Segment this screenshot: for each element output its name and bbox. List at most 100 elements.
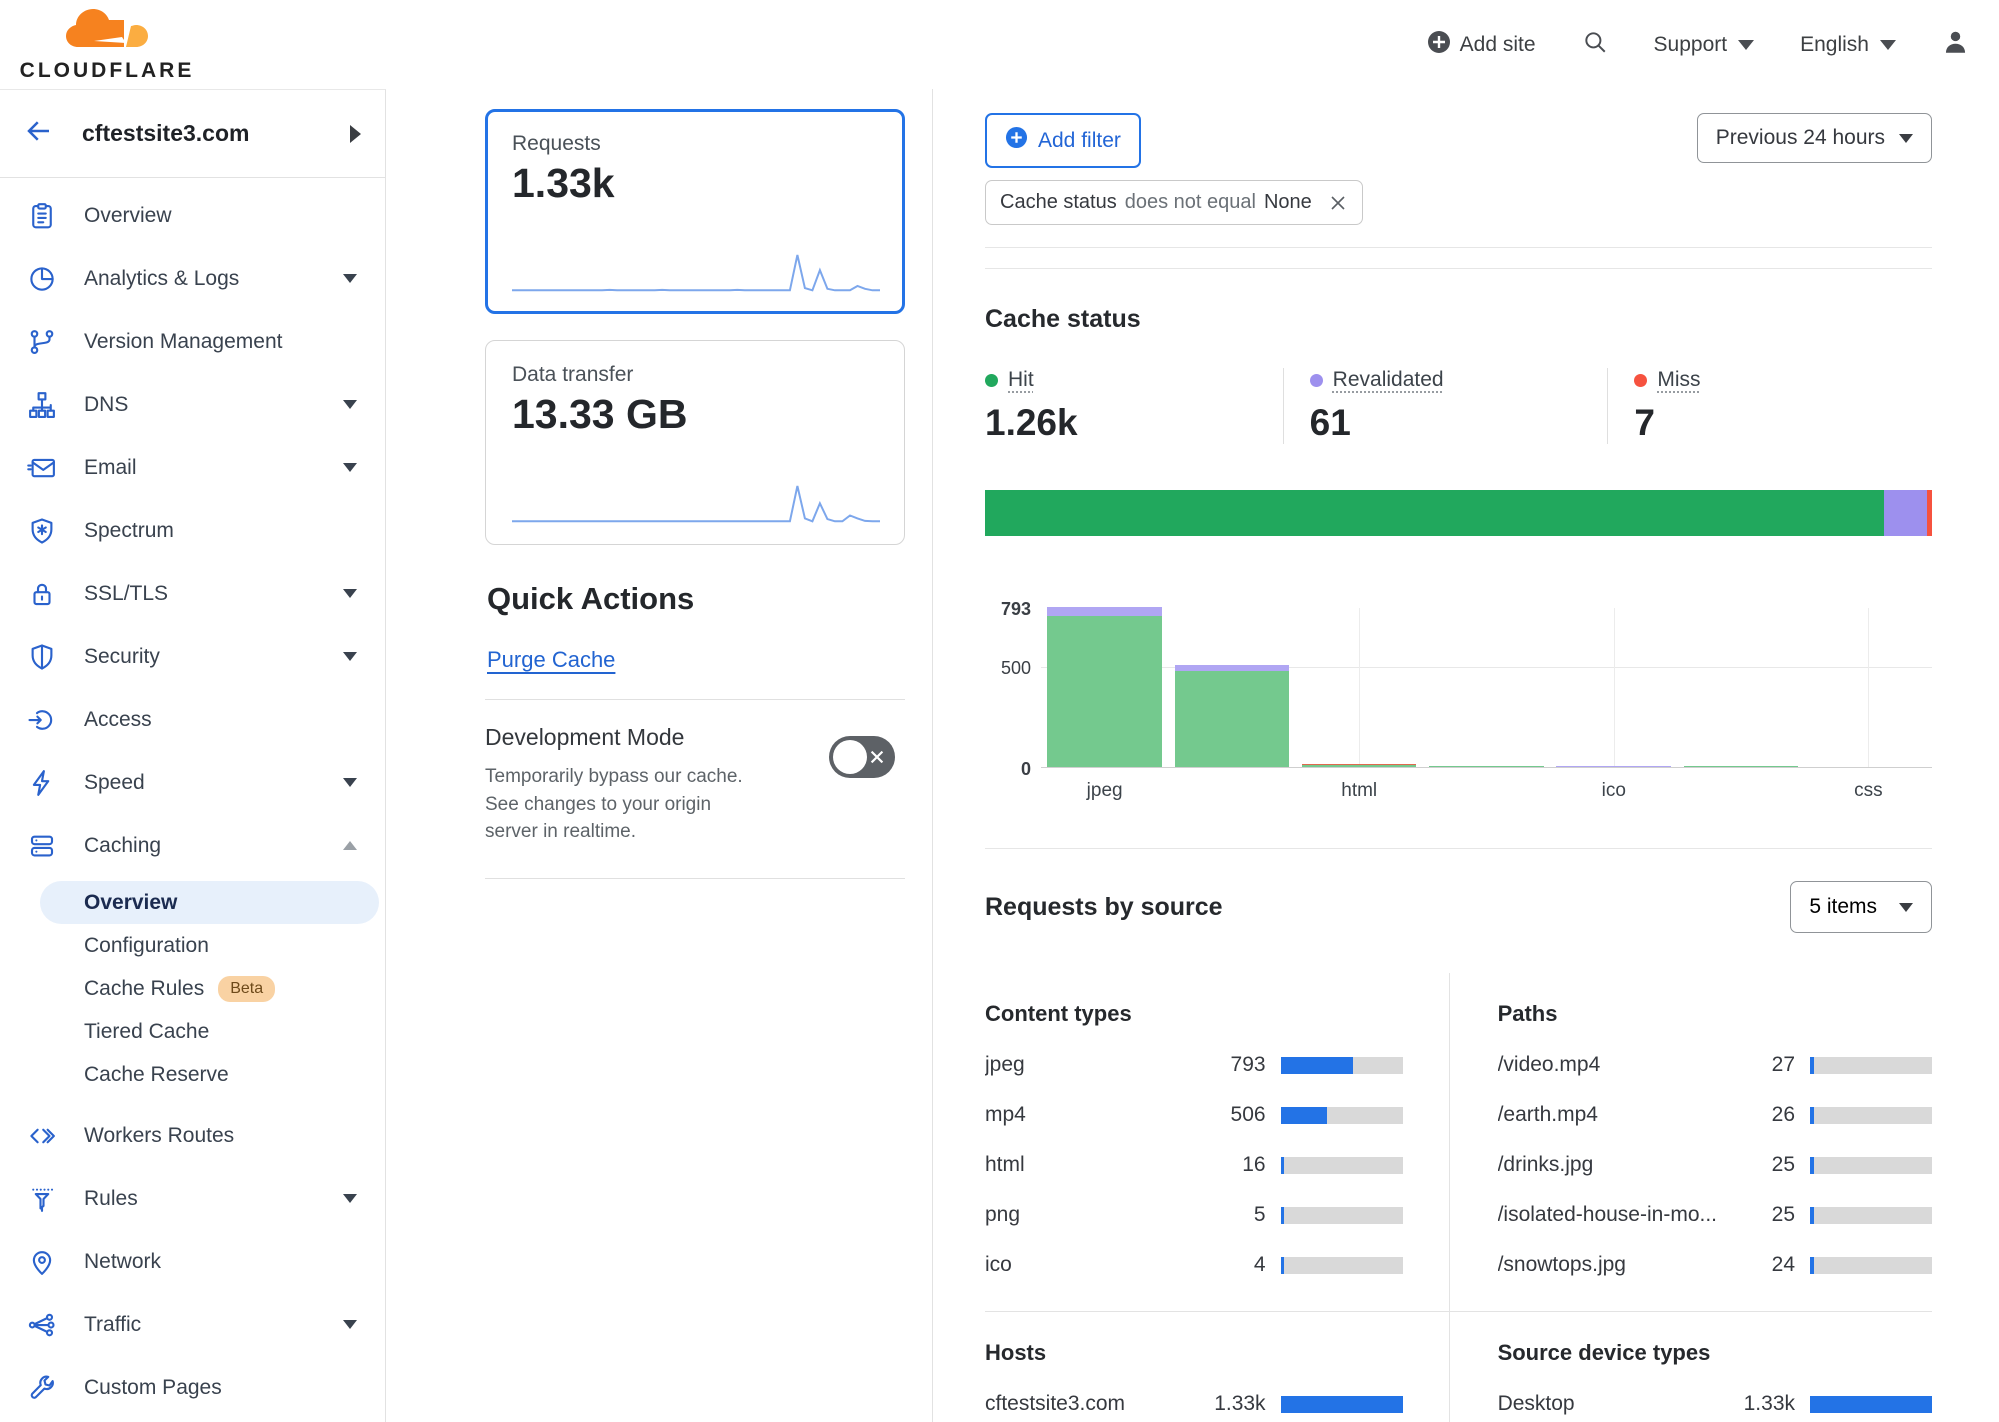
cloudflare-logo[interactable]: CLOUDFLARE [18,7,196,83]
row-bar-track [1810,1395,1932,1413]
chevron-right-icon[interactable] [350,124,361,143]
account-menu[interactable] [1942,28,1969,61]
user-icon [1942,28,1969,61]
miss-dot-icon [1634,373,1648,387]
clipboard-icon [27,201,57,231]
sidebar-item-label: Custom Pages [84,1375,222,1399]
stat-label[interactable]: Revalidated [1332,368,1444,391]
sidebar-item-workers-routes[interactable]: Workers Routes [0,1104,385,1167]
sidebar-item-ssl-tls[interactable]: SSL/TLS [0,562,385,625]
bar[interactable] [1683,765,1799,767]
bar-segment-revalidated [1047,607,1162,616]
gridline [1868,608,1870,767]
hosts-title: Hosts [985,1340,1047,1365]
search-button[interactable] [1582,29,1608,61]
sidebar-item-security[interactable]: Security [0,625,385,688]
development-mode-row: Development Mode Temporarily bypass our … [485,724,905,846]
language-menu[interactable]: English [1800,33,1896,57]
sidebar-item-speed[interactable]: Speed [0,751,385,814]
sidebar-item-label: Traffic [84,1312,142,1336]
sidebar-subitem-label: Tiered Cache [84,1019,210,1043]
requests-value: 1.33k [512,160,615,206]
hosts-panel: Hosts cftestsite3.com 1.33k [985,1311,1449,1422]
sidebar-item-network[interactable]: Network [0,1230,385,1293]
sidebar-item-dns[interactable]: DNS [0,373,385,436]
sidebar-item-spectrum[interactable]: Spectrum [0,499,385,562]
bar-chart-x-labels: jpeg html ico css [1041,780,1932,802]
pie-chart-icon [27,264,57,294]
row-bar-fill [1810,1206,1814,1224]
path-row: /snowtops.jpg 24 [1498,1253,1932,1277]
sidebar-item-label: Overview [84,203,172,227]
toggle-knob [833,740,867,774]
bar[interactable] [1174,664,1290,767]
requests-sparkline [512,251,880,297]
sidebar-subitem-configuration[interactable]: Configuration [0,924,385,967]
bar[interactable] [1556,765,1672,767]
sidebar-item-custom-pages[interactable]: Custom Pages [0,1356,385,1419]
sidebar-subitem-overview[interactable]: Overview [40,881,379,924]
sidebar-subitem-tiered-cache[interactable]: Tiered Cache [0,1010,385,1053]
development-mode-toggle[interactable] [829,736,895,778]
time-range-dropdown[interactable]: Previous 24 hours [1696,113,1932,163]
x-tick-ico: ico [1601,780,1626,801]
requests-metric-card[interactable]: Requests 1.33k [485,109,905,314]
chevron-down-icon [1738,39,1755,50]
row-bar-track [1810,1056,1932,1074]
paths-panel: Paths /video.mp4 27/earth.mp4 26/drinks.jp… [1448,973,1932,1311]
sidebar-item-rules[interactable]: Rules [0,1167,385,1230]
filter-chip[interactable]: Cache status does not equal None [985,180,1363,225]
divider [485,877,905,879]
data-transfer-metric-card[interactable]: Data transfer 13.33 GB [485,340,905,545]
filter-chip-value: None [1263,191,1312,213]
back-arrow-icon[interactable] [24,116,54,151]
device-row: Desktop 1.33k [1498,1392,1932,1416]
search-icon [1582,29,1608,61]
sidebar-item-caching[interactable]: Caching [0,814,385,877]
chevron-up-icon [343,841,357,850]
sidebar-item-overview[interactable]: Overview [0,184,385,247]
items-count-dropdown[interactable]: 5 items [1790,881,1932,933]
row-label: /isolated-house-in-mo... [1497,1203,1717,1226]
row-bar-track [1280,1206,1403,1224]
cache-status-stats: Hit 1.26k Revalidated 61 Miss 7 [985,368,1932,444]
bar[interactable] [1301,763,1417,767]
data-transfer-sparkline [512,482,880,528]
cache-status-title: Cache status [985,305,1141,333]
chevron-down-icon [343,652,357,661]
stat-label[interactable]: Hit [1008,368,1034,391]
quick-actions-title: Quick Actions [487,581,695,616]
sidebar-subitem-cache-reserve[interactable]: Cache Reserve [0,1053,385,1096]
filter-chip-operator: does not equal [1124,191,1256,213]
support-menu[interactable]: Support [1654,33,1755,57]
y-tick-0: 0 [1020,759,1031,779]
add-site-button[interactable]: Add site [1427,30,1536,60]
x-tick-empty [1168,780,1295,802]
bar[interactable] [1429,765,1544,767]
beta-badge: Beta [218,975,276,1002]
content-type-row: mp4 506 [985,1103,1403,1127]
sidebar-item-access[interactable]: Access [0,688,385,751]
stat-label[interactable]: Miss [1657,368,1701,391]
main-panel: Add filter Previous 24 hours Cache statu… [932,89,1999,1422]
remove-filter-icon[interactable] [1328,193,1348,213]
sidebar-item-traffic[interactable]: Traffic [0,1293,385,1356]
row-value: 1.33k [1743,1392,1795,1415]
chevron-down-icon [343,400,357,409]
sidebar-subitem-cache-rules[interactable]: Cache Rules Beta [0,967,385,1010]
row-label: /drinks.jpg [1497,1153,1594,1176]
time-range-label: Previous 24 hours [1715,126,1885,149]
paths-title: Paths [1497,1001,1558,1026]
stat-value: 7 [1634,402,1655,443]
sidebar-item-version-management[interactable]: Version Management [0,310,385,373]
language-label: English [1800,32,1869,56]
server-stack-icon [27,831,57,861]
row-label: mp4 [985,1103,1026,1126]
row-bar-fill [1280,1156,1285,1174]
sidebar-item-email[interactable]: Email [0,436,385,499]
bar[interactable] [1047,607,1162,767]
site-header: cftestsite3.com [0,90,385,178]
sidebar-item-analytics-logs[interactable]: Analytics & Logs [0,247,385,310]
add-filter-button[interactable]: Add filter [985,113,1141,168]
purge-cache-link[interactable]: Purge Cache [487,647,616,672]
